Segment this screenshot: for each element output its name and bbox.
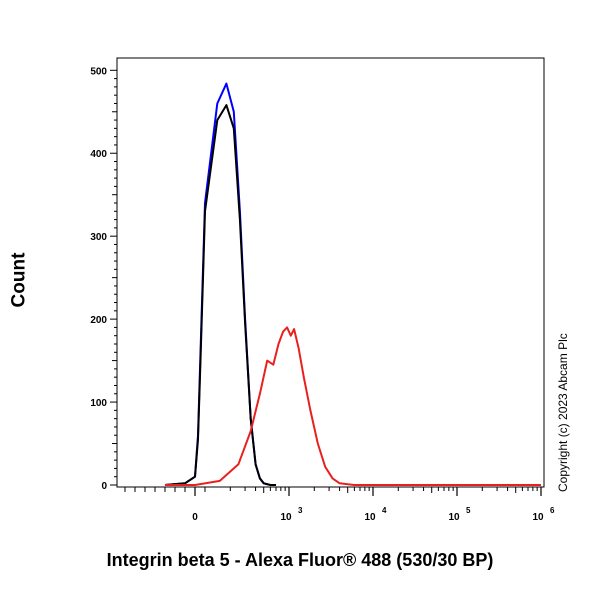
x-axis: 0 10 3 10 4 10 5 10 6 bbox=[124, 487, 555, 523]
y-tick-label: 500 bbox=[90, 66, 107, 77]
x-tick-exponent: 3 bbox=[298, 506, 303, 515]
series-line-2 bbox=[164, 104, 276, 486]
series-lines bbox=[164, 82, 541, 486]
copyright-text: Copyright (c) 2023 Abcam Plc bbox=[556, 333, 570, 492]
x-axis-title: Integrin beta 5 - Alexa Fluor® 488 (530/… bbox=[106, 550, 494, 570]
x-tick-exponent: 6 bbox=[550, 506, 555, 515]
y-axis: 0 100 200 300 400 500 bbox=[90, 66, 117, 492]
y-axis-title: Count bbox=[8, 252, 29, 308]
x-tick-exponent: 4 bbox=[382, 506, 387, 515]
y-axis-title-wrap: Count bbox=[4, 230, 34, 330]
copyright-wrap: Copyright (c) 2023 Abcam Plc bbox=[552, 270, 576, 492]
x-tick-label: 10 bbox=[448, 512, 460, 523]
series-line-1 bbox=[164, 82, 276, 486]
y-tick-label: 300 bbox=[90, 232, 107, 243]
x-tick-label: 10 bbox=[364, 512, 376, 523]
x-tick-label: 10 bbox=[532, 512, 544, 523]
series-line-3 bbox=[165, 326, 541, 486]
y-tick-label: 200 bbox=[90, 315, 107, 326]
y-tick-label: 100 bbox=[90, 398, 107, 409]
y-tick-label: 400 bbox=[90, 149, 107, 160]
x-tick-exponent: 5 bbox=[466, 506, 471, 515]
x-tick-label: 10 bbox=[280, 512, 292, 523]
x-tick-label: 0 bbox=[192, 512, 198, 523]
plot-frame bbox=[116, 57, 545, 488]
y-tick-label: 0 bbox=[101, 481, 107, 492]
